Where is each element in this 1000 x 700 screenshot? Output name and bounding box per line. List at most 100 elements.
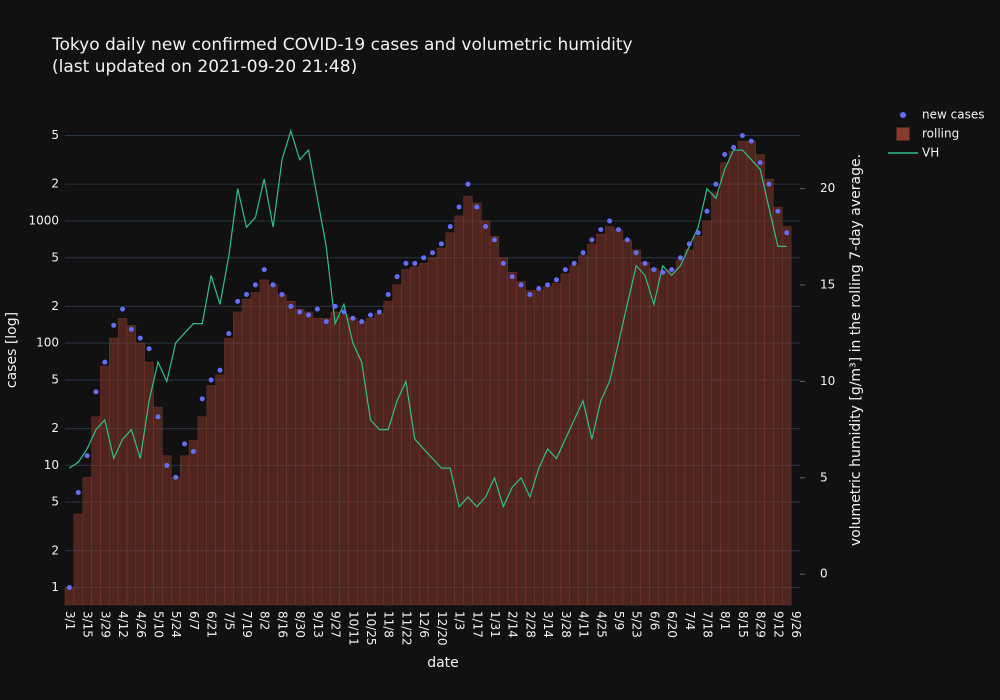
- case-point: [651, 267, 657, 273]
- bar: [259, 279, 269, 606]
- legend-symbol: [896, 127, 910, 141]
- bar: [728, 151, 739, 606]
- bar: [286, 301, 296, 606]
- y-tick-label: 2: [51, 421, 59, 435]
- case-point: [403, 260, 409, 266]
- bar: [675, 259, 686, 606]
- bar: [153, 406, 163, 606]
- case-point: [226, 330, 232, 336]
- case-point: [155, 414, 161, 420]
- case-point: [341, 309, 347, 315]
- case-point: [173, 474, 179, 480]
- case-point: [288, 303, 294, 309]
- bar: [551, 282, 562, 606]
- bar: [720, 162, 730, 606]
- x-tick-label: 11/22: [399, 611, 413, 646]
- bar: [312, 317, 323, 606]
- x-tick-label: 10/11: [346, 611, 360, 646]
- bar: [206, 385, 216, 606]
- case-point: [545, 282, 551, 288]
- bar: [233, 311, 243, 606]
- case-point: [580, 250, 586, 256]
- bar: [631, 249, 641, 606]
- x-tick-label: 8/29: [754, 611, 768, 638]
- case-point: [748, 138, 754, 144]
- x-tick-label: 1/17: [470, 611, 484, 638]
- bar: [427, 257, 438, 606]
- case-point: [589, 237, 595, 243]
- bar: [498, 257, 509, 606]
- bar: [126, 325, 137, 606]
- x-tick-label: 8/15: [736, 611, 750, 638]
- legend-symbol: [900, 112, 906, 118]
- bar: [666, 269, 677, 606]
- x-tick-label: 4/12: [116, 611, 130, 638]
- case-point: [713, 181, 719, 187]
- bar: [82, 476, 92, 606]
- x-tick-label: 5/9: [612, 611, 626, 630]
- bar: [737, 140, 748, 606]
- bar: [472, 202, 482, 606]
- bar: [445, 232, 455, 606]
- bar: [64, 587, 75, 606]
- x-tick-label: 7/19: [240, 611, 254, 638]
- bar: [277, 294, 287, 606]
- x-tick-label: 8/30: [293, 611, 307, 638]
- x-tick-label: 5/24: [169, 611, 183, 638]
- y-tick-label: 2: [51, 299, 59, 313]
- case-point: [208, 377, 214, 383]
- bar: [339, 314, 349, 606]
- bar: [330, 311, 340, 606]
- case-point: [217, 367, 223, 373]
- y-tick-label: 2: [51, 177, 59, 191]
- case-point: [660, 269, 666, 275]
- case-point: [190, 448, 196, 454]
- case-point: [235, 298, 241, 304]
- case-point: [491, 237, 497, 243]
- bar: [179, 455, 190, 606]
- bar: [268, 284, 278, 606]
- case-point: [137, 335, 143, 341]
- bar: [782, 226, 792, 606]
- bar: [711, 192, 721, 606]
- case-point: [571, 260, 577, 266]
- case-point: [332, 303, 338, 309]
- x-axis-title: date: [427, 655, 459, 671]
- case-point: [252, 282, 258, 288]
- case-point: [607, 218, 613, 224]
- y-tick-label: 1000: [28, 213, 59, 227]
- case-point: [518, 282, 524, 288]
- bar: [224, 337, 234, 606]
- case-point: [314, 306, 320, 312]
- case-point: [368, 312, 374, 318]
- case-point: [394, 274, 400, 280]
- x-tick-label: 7/18: [701, 611, 715, 638]
- x-tick-label: 8/16: [275, 611, 289, 638]
- x-tick-label: 8/2: [258, 611, 272, 630]
- bar: [374, 313, 385, 606]
- case-point: [474, 204, 480, 210]
- case-point: [120, 306, 126, 312]
- x-tick-label: 7/5: [222, 611, 236, 630]
- bar: [197, 416, 207, 606]
- bar: [100, 365, 110, 606]
- case-point: [669, 267, 675, 273]
- legend-label: new cases: [922, 108, 984, 122]
- case-point: [350, 315, 356, 321]
- case-point: [261, 267, 267, 273]
- x-tick-label: 1/3: [453, 611, 467, 630]
- case-point: [483, 224, 489, 230]
- case-point: [527, 292, 533, 298]
- case-point: [722, 151, 728, 157]
- bar: [135, 342, 145, 606]
- x-tick-label: 4/25: [594, 611, 608, 638]
- case-point: [75, 489, 81, 495]
- x-tick-label: 8/1: [718, 611, 732, 630]
- case-point: [562, 267, 568, 273]
- x-tick-label: 2/14: [506, 611, 520, 638]
- x-tick-label: 9/12: [771, 611, 785, 638]
- x-tick-label: 3/29: [98, 611, 112, 638]
- bar: [596, 233, 606, 606]
- bar: [525, 290, 535, 606]
